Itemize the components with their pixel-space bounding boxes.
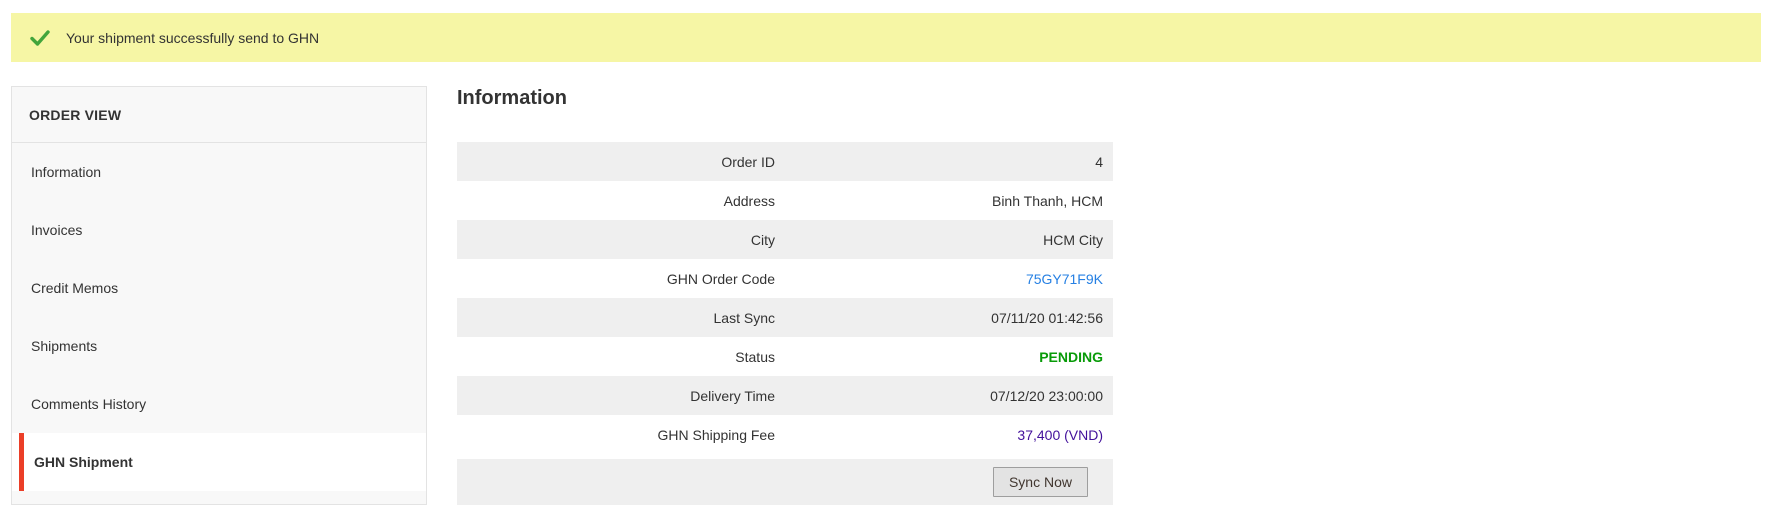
sidebar-item-label: Comments History: [31, 396, 147, 412]
sidebar-item-label: Invoices: [31, 222, 83, 238]
row-label: Address: [723, 192, 775, 209]
sidebar-item-label: GHN Shipment: [34, 454, 133, 470]
row-value: 37,400 (VND): [1017, 426, 1103, 443]
row-value: HCM City: [1043, 231, 1103, 248]
table-row: City HCM City: [457, 220, 1113, 259]
table-row: Status PENDING: [457, 337, 1113, 376]
success-message-text: Your shipment successfully send to GHN: [66, 29, 320, 46]
row-value: 07/11/20 01:42:56: [991, 309, 1103, 326]
table-row: Last Sync 07/11/20 01:42:56: [457, 298, 1113, 337]
sync-now-button[interactable]: Sync Now: [992, 467, 1088, 497]
row-value: 07/12/20 23:00:00: [990, 387, 1103, 404]
row-value: PENDING: [1039, 348, 1103, 365]
sidebar-item-comments-history[interactable]: Comments History: [12, 375, 426, 433]
table-row: GHN Order Code 75GY71F9K: [457, 259, 1113, 298]
information-heading: Information: [457, 87, 567, 109]
ghn-order-code-link[interactable]: 75GY71F9K: [1025, 270, 1103, 287]
row-label: GHN Shipping Fee: [657, 426, 775, 443]
sidebar-item-information[interactable]: Information: [12, 143, 426, 201]
sync-button-row: Sync Now: [457, 459, 1113, 505]
row-label: Last Sync: [713, 309, 775, 326]
check-icon: [30, 28, 50, 48]
sidebar-item-ghn-shipment[interactable]: GHN Shipment: [12, 433, 426, 491]
sidebar-item-label: Information: [31, 164, 102, 180]
sidebar-item-invoices[interactable]: Invoices: [12, 201, 426, 259]
sidebar-item-label: Shipments: [31, 338, 98, 354]
row-value: 4: [1095, 153, 1103, 170]
information-table: Order ID 4 Address Binh Thanh, HCM City HCM C…: [457, 142, 1113, 454]
row-label: Order ID: [721, 153, 775, 170]
row-label: Delivery Time: [690, 387, 775, 404]
table-row: GHN Shipping Fee 37,400 (VND): [457, 415, 1113, 454]
order-view-nav-items: Information Invoices Credit Memos Shipments…: [12, 143, 426, 491]
order-view-nav-title: ORDER VIEW: [12, 87, 426, 143]
sidebar-item-credit-memos[interactable]: Credit Memos: [12, 259, 426, 317]
sidebar-item-shipments[interactable]: Shipments: [12, 317, 426, 375]
table-row: Address Binh Thanh, HCM: [457, 181, 1113, 220]
row-label: Status: [735, 348, 775, 365]
ghn-shipment-panel: Information Order ID 4 Address Binh Thanh, …: [457, 86, 1113, 505]
row-label: GHN Order Code: [666, 270, 775, 287]
row-label: City: [750, 231, 775, 248]
sidebar-item-label: Credit Memos: [31, 280, 119, 296]
order-view-nav: ORDER VIEW Information Invoices Credit Mem…: [11, 86, 427, 505]
table-row: Delivery Time 07/12/20 23:00:00: [457, 376, 1113, 415]
row-value: Binh Thanh, HCM: [991, 192, 1103, 209]
table-row: Order ID 4: [457, 142, 1113, 181]
success-message-banner: Your shipment successfully send to GHN: [11, 13, 1761, 62]
